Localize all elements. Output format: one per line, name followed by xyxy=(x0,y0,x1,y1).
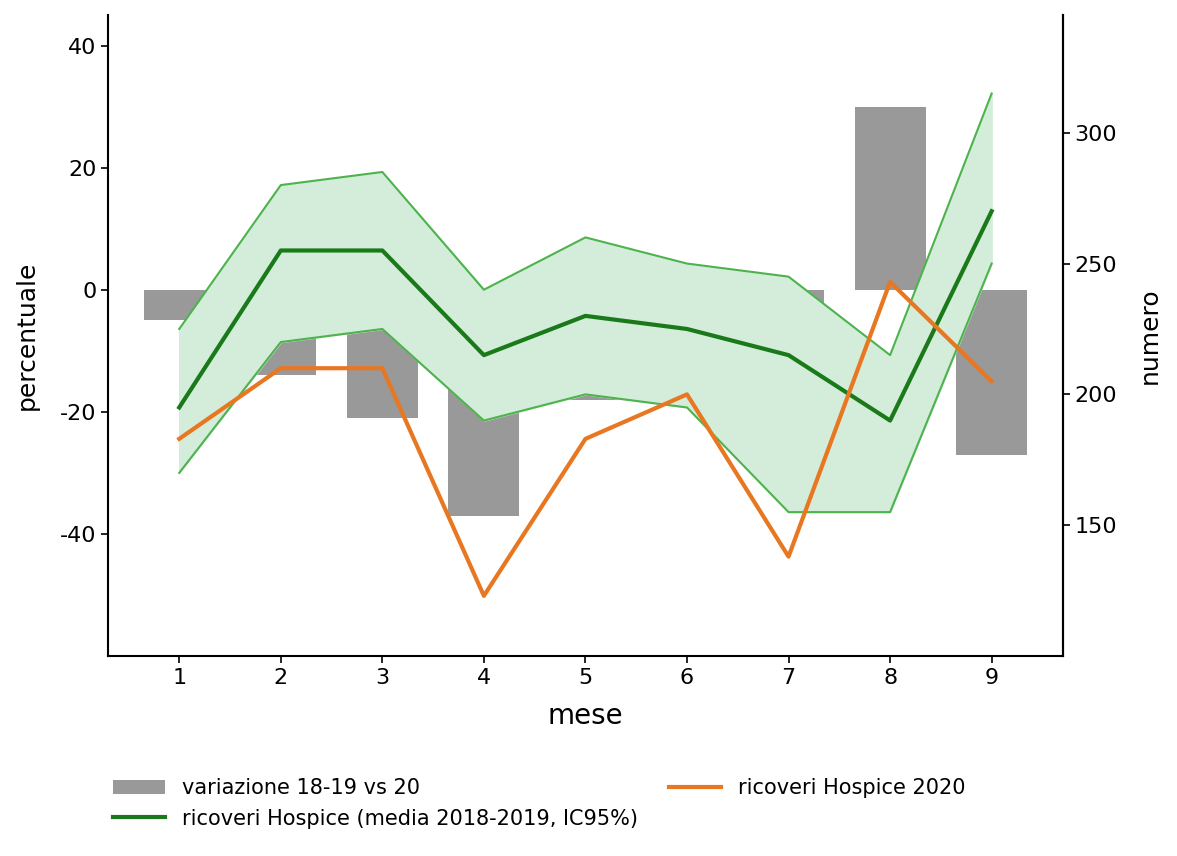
Bar xyxy=(651,289,723,332)
Y-axis label: percentuale: percentuale xyxy=(15,261,39,410)
Bar xyxy=(347,289,418,418)
Bar xyxy=(550,289,621,400)
Bar xyxy=(956,289,1028,455)
X-axis label: mese: mese xyxy=(547,702,624,729)
Y-axis label: numero: numero xyxy=(1138,288,1162,383)
Bar xyxy=(855,107,925,289)
Bar xyxy=(448,289,519,515)
Legend: variazione 18-19 vs 20, ricoveri Hospice (media 2018-2019, IC95%), ricoveri Hosp: variazione 18-19 vs 20, ricoveri Hospice… xyxy=(105,770,973,837)
Bar xyxy=(144,289,214,320)
Bar xyxy=(753,289,824,473)
Bar xyxy=(245,289,317,375)
